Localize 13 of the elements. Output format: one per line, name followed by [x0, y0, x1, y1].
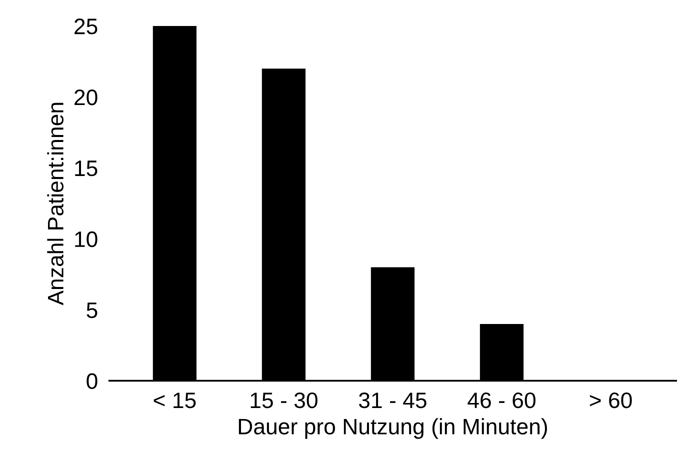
x-tick-label: 46 - 60: [468, 392, 536, 408]
x-tick-label: 15 - 30: [250, 392, 318, 408]
y-tick-label: 25: [74, 18, 98, 34]
y-tick-label: 0: [86, 373, 98, 390]
y-tick-label: 20: [74, 90, 98, 106]
y-tick-label: 5: [86, 302, 98, 318]
x-tick-label: 31 - 45: [358, 392, 426, 408]
y-axis-title: Anzahl Patient:innen: [47, 102, 64, 306]
y-tick-label: 10: [75, 231, 98, 248]
x-tick-label: < 15: [154, 392, 196, 408]
y-tick-label: 15: [75, 160, 98, 176]
x-axis-title: Dauer pro Nutzung (in Minuten): [238, 418, 547, 439]
x-tick-label: > 60: [590, 392, 632, 408]
